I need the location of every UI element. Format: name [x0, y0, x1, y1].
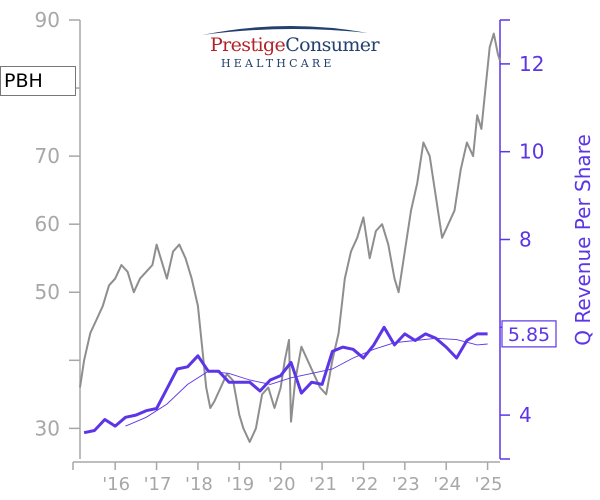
bottom-axis-tick-label: '23	[392, 474, 420, 495]
left-axis-tick-label: 50	[35, 280, 60, 304]
last-value-text: 5.85	[508, 324, 550, 346]
bottom-axis-tick-label: '18	[185, 474, 213, 495]
left-axis: 30 50 60 70 90	[35, 8, 81, 459]
right-axis-tick-label: 8	[519, 228, 532, 252]
logo-swoosh	[202, 25, 368, 35]
price-line	[79, 32, 501, 443]
bottom-axis-tick-label: '24	[433, 474, 461, 495]
right-axis: 4 8 10 12	[499, 19, 544, 460]
bottom-axis-tick-label: '19	[226, 474, 254, 495]
right-axis-tick-label: 12	[519, 52, 544, 76]
ticker-label: PBH	[0, 66, 76, 96]
bottom-axis: '16 '17 '18 '19 '20 '21 '22 '23 '24 '25	[72, 461, 503, 495]
company-logo: PrestigeConsumer HEALTHCARE	[196, 22, 380, 72]
right-axis-title: Q Revenue Per Share	[571, 134, 595, 346]
bottom-axis-tick-label: '21	[309, 474, 337, 495]
revenue-line	[83, 325, 488, 435]
logo-name-part2: Consumer	[285, 34, 379, 56]
bottom-axis-tick-label: '20	[268, 474, 296, 495]
left-axis-tick-label: 70	[35, 144, 60, 168]
logo-name-part1: Prestige	[210, 34, 286, 56]
bottom-axis-tick-label: '22	[351, 474, 379, 495]
bottom-axis-tick-label: '17	[144, 474, 172, 495]
revenue-trend-line	[125, 337, 488, 427]
last-value-box	[501, 320, 557, 348]
left-axis-tick-label: 30	[35, 416, 60, 440]
left-axis-tick-label: 60	[35, 212, 60, 236]
right-axis-tick-label: 10	[519, 140, 544, 164]
logo-name: PrestigeConsumer	[210, 34, 380, 56]
right-axis-title-text: Q Revenue Per Share	[571, 134, 595, 346]
left-axis-tick-label: 90	[35, 8, 60, 32]
last-value-badge: 5.85	[501, 320, 557, 348]
bottom-axis-tick-label: '16	[102, 474, 130, 495]
logo-subtitle: HEALTHCARE	[221, 57, 335, 70]
bottom-axis-tick-label: '25	[475, 474, 503, 495]
right-axis-tick-label: 4	[519, 403, 532, 427]
series-layer	[79, 32, 501, 443]
